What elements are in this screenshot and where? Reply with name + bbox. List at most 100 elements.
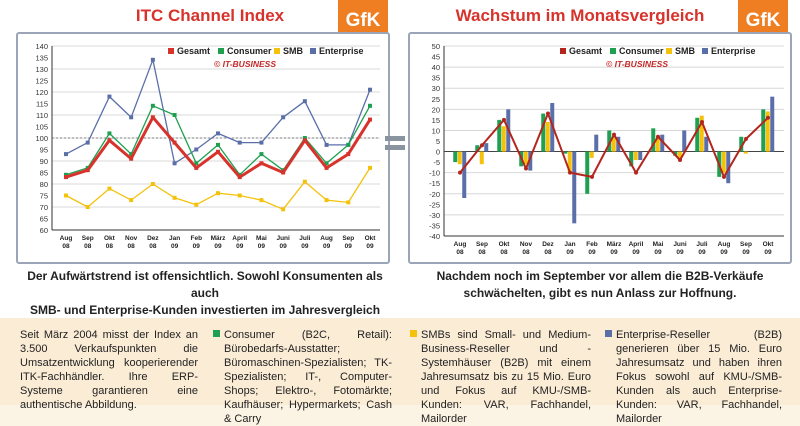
bar-smb: [567, 151, 572, 173]
data-point-smb: [216, 191, 220, 196]
y-tick-label: 10: [432, 126, 440, 135]
x-tick-label: Aug 09: [320, 235, 333, 250]
x-tick-label: Juli 09: [696, 241, 707, 256]
legend-label-enterprise: Enterprise: [319, 46, 364, 56]
x-tick-label: Okt 08: [104, 235, 116, 250]
data-point-gesamt: [722, 174, 726, 179]
data-point-gesamt: [324, 165, 329, 170]
bar-smb: [523, 151, 528, 165]
y-tick-label: 20: [432, 105, 440, 114]
y-tick-label: -10: [429, 169, 440, 178]
bar-smb: [611, 136, 616, 152]
data-point-gesamt: [281, 170, 286, 175]
left-chart-title: ITC Channel Index: [135, 6, 285, 25]
y-tick-label: 70: [40, 203, 48, 212]
bar-enterprise: [572, 151, 577, 224]
y-tick-label: -15: [429, 179, 440, 188]
bar-consumer: [761, 109, 766, 152]
bar-smb: [699, 115, 704, 152]
data-point-gesamt: [546, 111, 550, 116]
data-point-gesamt: [744, 136, 748, 141]
data-point-smb: [368, 165, 372, 170]
data-point-enterprise: [172, 161, 177, 166]
bar-enterprise: [704, 136, 709, 152]
y-tick-label: 40: [432, 63, 440, 72]
legend-label-smb: SMB: [283, 46, 304, 56]
x-tick-label: Jan 09: [169, 235, 180, 250]
legend-label-enterprise: Enterprise: [711, 46, 756, 56]
x-tick-label: Aug 08: [454, 241, 467, 256]
data-point-smb: [324, 198, 329, 203]
data-point-gesamt: [237, 175, 242, 180]
x-tick-label: März 09: [211, 235, 227, 250]
data-point-enterprise: [302, 99, 307, 104]
y-tick-label: -5: [433, 158, 440, 167]
data-point-consumer: [172, 113, 177, 117]
y-tick-label: 50: [432, 42, 440, 51]
footer-smb: SMBs sind Small- und Medium-Business-Res…: [421, 329, 591, 425]
x-tick-label: Nov 08: [520, 241, 533, 256]
data-point-gesamt: [634, 170, 638, 175]
data-point-consumer: [216, 142, 220, 147]
y-tick-label: 60: [40, 226, 48, 235]
y-tick-label: 45: [432, 53, 440, 62]
data-point-smb: [150, 182, 155, 186]
data-point-smb: [237, 193, 242, 198]
data-point-gesamt: [85, 168, 90, 173]
data-point-gesamt: [568, 170, 572, 175]
data-point-gesamt: [172, 140, 177, 145]
data-point-enterprise: [129, 115, 134, 120]
legend-swatch-gesamt: [168, 48, 174, 54]
bar-enterprise: [682, 130, 687, 152]
bar-enterprise: [660, 134, 665, 152]
it-business-watermark: © IT-BUSINESS: [606, 59, 668, 69]
data-point-enterprise: [281, 115, 286, 120]
bar-consumer: [453, 151, 458, 163]
data-point-gesamt: [590, 174, 594, 179]
x-tick-label: April 09: [629, 241, 644, 256]
x-tick-label: Okt 09: [365, 235, 377, 250]
y-tick-label: 135: [35, 54, 48, 63]
data-point-gesamt: [346, 152, 351, 157]
data-point-enterprise: [85, 140, 90, 145]
bar-smb: [479, 151, 484, 165]
data-point-gesamt: [458, 170, 462, 175]
x-tick-label: Okt 08: [499, 241, 511, 256]
right-chart-title: Wachstum im Monatsvergleich: [455, 6, 705, 25]
data-point-smb: [281, 207, 286, 212]
left-chart-frame: 60 65 70 75 80 85 90 95 100 105 110 115 120 125 130 135…: [16, 32, 390, 264]
bar-consumer: [739, 136, 744, 152]
legend-swatch-consumer: [218, 48, 224, 54]
legend-swatch-enterprise: [310, 48, 316, 54]
y-tick-label: -35: [429, 221, 440, 230]
bar-smb: [545, 122, 550, 152]
y-tick-label: 105: [35, 123, 48, 132]
data-point-gesamt: [766, 115, 770, 120]
y-tick-label: 80: [40, 180, 48, 189]
y-tick-label: 65: [40, 215, 48, 224]
x-tick-label: März 09: [607, 241, 623, 256]
data-point-smb: [129, 198, 134, 203]
bar-consumer: [607, 130, 612, 152]
y-tick-label: 125: [35, 77, 48, 86]
bar-consumer: [651, 128, 656, 152]
data-point-enterprise: [64, 152, 68, 157]
data-point-gesamt: [216, 149, 220, 154]
data-point-gesamt: [150, 115, 155, 120]
bar-enterprise: [528, 151, 533, 171]
bar-enterprise: [726, 151, 731, 184]
series-line-gesamt: [65, 115, 372, 179]
legend-label-consumer: Consumer: [619, 46, 664, 56]
legend-swatch-smb: [274, 48, 280, 54]
x-tick-label: Dez 08: [147, 235, 159, 250]
data-point-gesamt: [612, 132, 616, 137]
data-point-consumer: [64, 172, 68, 177]
itc-channel-index-chart: 60 65 70 75 80 85 90 95 100 105 110 115 120 125 130 135…: [35, 42, 380, 250]
data-point-smb: [259, 198, 264, 203]
data-point-enterprise: [324, 142, 329, 147]
left-caption: Der Aufwärtstrend ist offensichtlich. So…: [20, 268, 390, 336]
bar-enterprise: [770, 96, 775, 152]
y-tick-label: 90: [40, 157, 48, 166]
enterprise-square-icon: [605, 330, 612, 337]
